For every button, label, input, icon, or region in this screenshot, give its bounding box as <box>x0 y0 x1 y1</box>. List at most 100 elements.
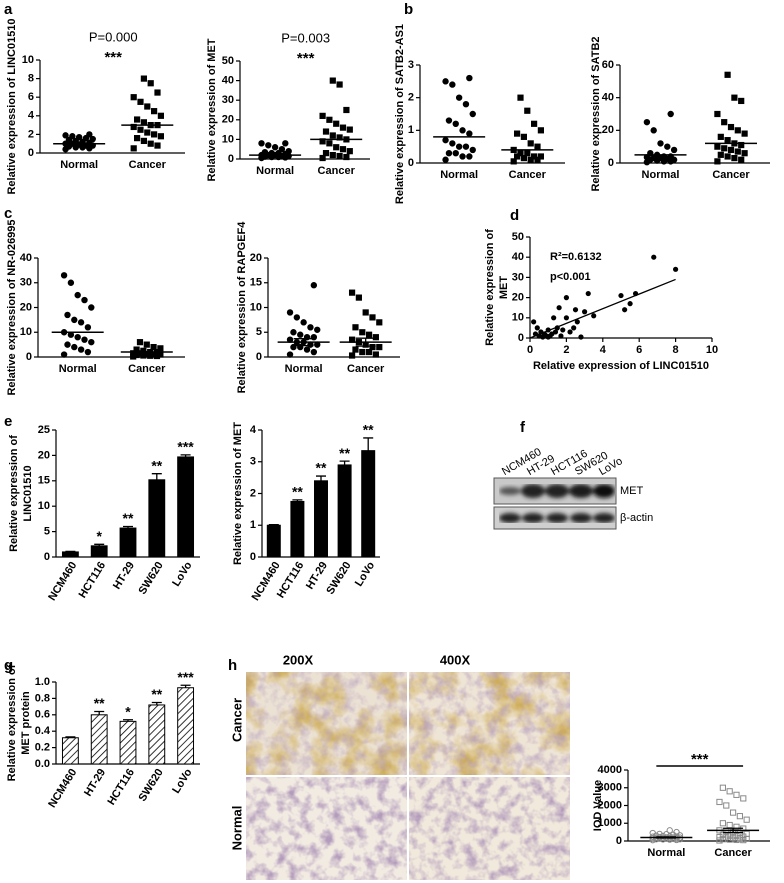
data-point <box>143 341 150 348</box>
y-tick-label: 0 <box>256 351 262 363</box>
data-point <box>743 816 750 823</box>
data-point <box>729 809 737 816</box>
data-point <box>462 101 470 108</box>
significance: *** <box>177 439 194 455</box>
annotation: p<0.001 <box>550 271 591 283</box>
data-point <box>329 151 336 159</box>
data-point <box>271 144 279 151</box>
y-tick-label: 30 <box>512 271 524 283</box>
error-bar <box>180 454 191 457</box>
data-point <box>527 140 534 147</box>
data-point <box>717 133 724 140</box>
data-point <box>77 319 85 326</box>
data-point <box>319 154 326 162</box>
data-point <box>359 348 366 356</box>
x-tick-label: NCM460 <box>46 767 79 810</box>
data-point <box>137 126 144 133</box>
y-tick-label: 15 <box>250 277 262 289</box>
y-axis-label: Relative expression of MET <box>232 422 244 565</box>
significance: ** <box>94 695 105 711</box>
y-tick-label: 0.2 <box>35 742 50 754</box>
data-point <box>154 142 161 149</box>
y-tick-label: 0 <box>228 153 234 165</box>
data-point <box>731 94 738 101</box>
y-tick-label: 1 <box>408 124 414 136</box>
error-bar <box>123 719 133 722</box>
y-tick-label: 20 <box>512 292 524 304</box>
data-point <box>130 145 137 152</box>
data-point <box>310 348 318 356</box>
data-point <box>455 143 463 150</box>
significance: *** <box>177 669 194 685</box>
data-point <box>60 351 68 358</box>
data-point <box>81 336 88 343</box>
data-point <box>74 291 81 299</box>
data-point <box>348 352 356 359</box>
data-point <box>297 331 304 338</box>
y-tick-label: 8 <box>28 73 34 85</box>
data-point <box>449 81 456 88</box>
significance: * <box>125 703 131 719</box>
bar <box>314 480 328 558</box>
y-tick-label: 0.4 <box>35 725 51 737</box>
data-point <box>147 80 154 87</box>
data-point <box>134 135 141 142</box>
western-blot: f MET β-actin NCM460 HT-29 HCT116 SW620 … <box>493 419 653 530</box>
y-tick-label: 2 <box>28 128 34 140</box>
data-point <box>462 143 470 150</box>
data-point <box>319 112 326 119</box>
y-axis-label: Relative expression of <box>8 435 20 552</box>
significance: *** <box>691 751 709 768</box>
y-tick-label: 4 <box>250 424 257 436</box>
data-point <box>285 147 292 155</box>
y-tick-label: 4 <box>28 110 35 122</box>
tissue-image <box>246 672 407 775</box>
error-bar <box>656 836 677 839</box>
data-point <box>130 350 137 357</box>
data-point <box>333 144 340 151</box>
data-point <box>560 327 566 333</box>
data-point <box>578 334 584 340</box>
y-tick-label: 25 <box>38 424 50 436</box>
data-point <box>64 341 71 348</box>
y-tick-label: 50 <box>222 55 234 67</box>
data-point <box>445 117 453 124</box>
y-tick-label: 20 <box>20 301 32 313</box>
significance: *** <box>104 49 122 66</box>
y-tick-label: 10 <box>22 54 34 66</box>
data-point <box>67 279 75 286</box>
column-label: 200X <box>283 652 314 667</box>
data-point <box>558 333 564 339</box>
data-point <box>75 133 83 141</box>
data-point <box>651 254 657 260</box>
fit-line <box>529 278 676 339</box>
data-point <box>721 119 728 126</box>
data-point <box>657 140 664 147</box>
p-value: P=0.000 <box>89 29 138 44</box>
data-point <box>359 329 366 336</box>
data-point <box>265 142 272 149</box>
y-tick-label: 3 <box>408 59 414 71</box>
row-label: Cancer <box>229 698 244 742</box>
data-point <box>154 89 161 96</box>
y-tick-label: 4000 <box>598 764 622 776</box>
data-point <box>670 146 678 154</box>
y-tick-label: 20 <box>250 252 262 264</box>
panel-letter: c <box>4 205 12 222</box>
data-point <box>733 791 740 798</box>
data-point <box>140 119 148 126</box>
band-label: β-actin <box>620 512 653 524</box>
data-point <box>326 116 333 123</box>
y-tick-label: 20 <box>222 114 234 126</box>
tissue-image <box>246 777 407 880</box>
data-point <box>369 314 376 321</box>
data-point <box>514 130 521 137</box>
x-tick-label: LoVo <box>353 560 377 589</box>
y-axis-label: Relative expression of NR-026995 <box>6 219 18 395</box>
data-point <box>734 127 741 134</box>
x-tick-label: SW620 <box>137 767 166 804</box>
data-point <box>151 108 158 115</box>
significance: ** <box>363 422 374 438</box>
data-point <box>144 129 151 136</box>
x-tick-label: NCM460 <box>46 560 79 603</box>
